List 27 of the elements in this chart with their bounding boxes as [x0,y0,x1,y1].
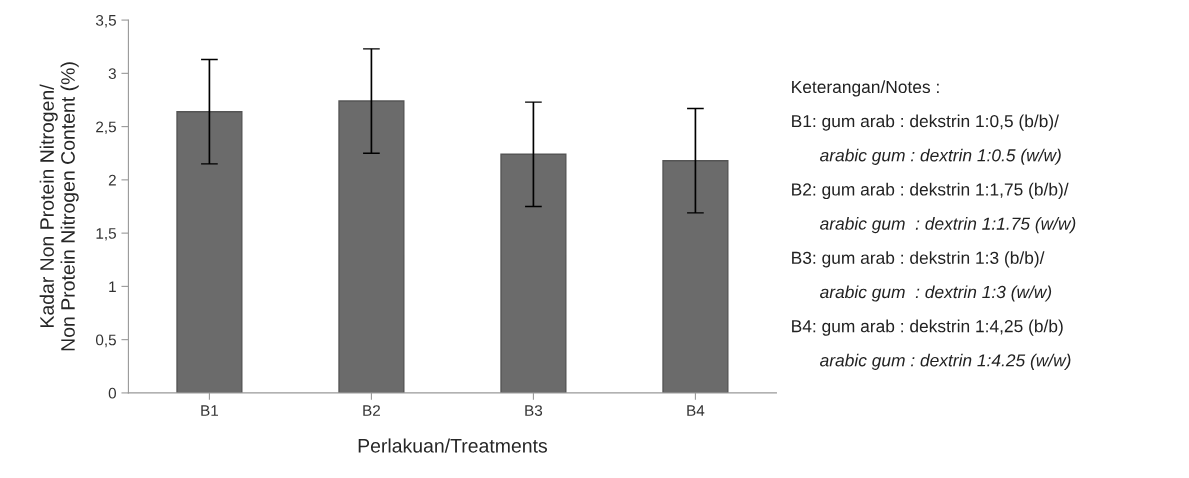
x-tick-label: B2 [363,405,380,416]
text: B1: gum arab : dekstrin 1:0,5 (b/b)/ [792,114,1059,131]
text: arabic gum : dextrin 1:4.25 (w/w) [820,353,1071,370]
x-tick-label: B1 [201,405,219,416]
text: arabic gum : dextrin 1:1.75 (w/w) [820,217,1076,234]
bar [176,110,243,393]
y-tick-label: 0 [108,387,117,399]
bar [338,100,405,393]
text: Keterangan/Notes : [792,80,939,97]
y-tick-label: 1,5 [96,228,116,241]
text: arabic gum : dextrin 1:0.5 (w/w) [820,148,1061,165]
y-tick-label: 3 [108,68,116,80]
y-axis-title: Kadar Non Protein Nitrogen/ Non Protein Nitrogen Content (%) [39,62,79,351]
x-tick-label: B4 [687,405,705,416]
y-tick-label: 2 [108,174,116,186]
y-tick-label: 0,5 [95,334,116,348]
bar [500,153,567,393]
x-axis-title: Perlakuan/Treatments [358,438,547,453]
text: arabic gum : dextrin 1:3 (w/w) [820,285,1052,302]
x-tick-label: B3 [525,405,543,416]
y-tick-label: 2,5 [96,121,116,135]
text: B3: gum arab : dekstrin 1:3 (b/b)/ [792,251,1045,268]
y-tick-label: 1 [109,281,116,292]
text: B4: gum arab : dekstrin 1:4,25 (b/b) [792,319,1063,336]
text: B2: gum arab : dekstrin 1:1,75 (b/b)/ [792,182,1069,200]
bar [662,159,729,393]
y-tick-label: 3,5 [95,14,116,28]
